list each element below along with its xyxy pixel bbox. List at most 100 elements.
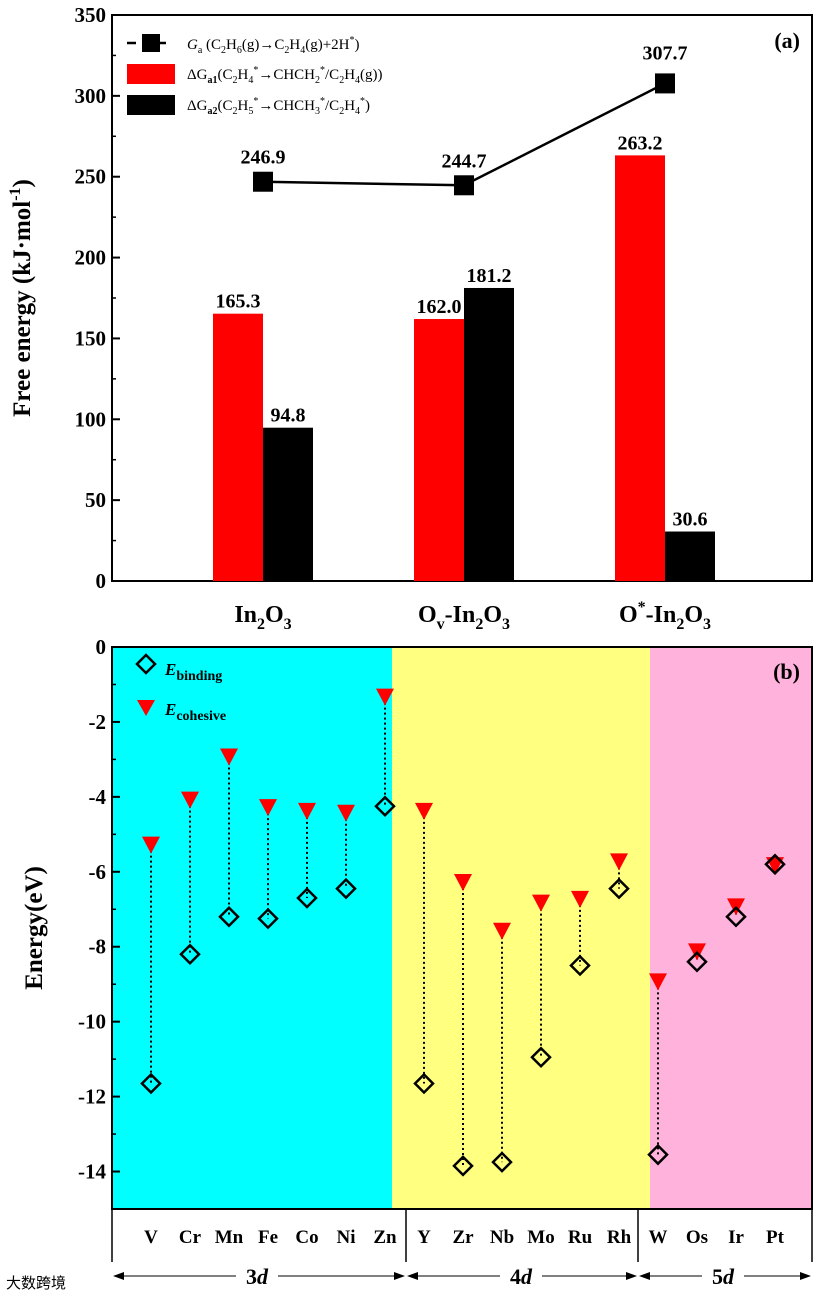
group-label-4d: 4d <box>510 1264 533 1289</box>
panel-b-y-ticks: 0 -2 -4 -6 -8 -10 -12 -14 <box>78 635 120 1210</box>
b-y-tick-label-1: -2 <box>89 710 107 734</box>
panel-b-frame <box>111 646 813 1210</box>
element-label-mn: Mn <box>215 1227 244 1248</box>
cohesive-marker-v <box>142 836 160 854</box>
panel-a-y-ticks: 0 50 100 150 200 250 300 350 <box>75 3 666 593</box>
legend-ga2-swatch <box>127 95 175 115</box>
ga-label-2: 307.7 <box>643 42 688 64</box>
element-label-mo: Mo <box>527 1227 554 1248</box>
binding-marker-mo <box>530 1046 552 1069</box>
element-label-rh: Rh <box>607 1227 632 1248</box>
element-labels: V Cr Mn Fe Co Ni Zn Y Zr Nb Mo Ru Rh W Os Ir Pt <box>144 1227 785 1248</box>
element-label-fe: Fe <box>258 1227 278 1248</box>
bar-ga2-label-0: 94.8 <box>271 405 306 427</box>
cohesive-marker-fe <box>259 799 277 817</box>
group-arrow-3d: 3d <box>113 1264 405 1289</box>
group-label-3d: 3d <box>246 1264 269 1289</box>
y-tick-label-0: 0 <box>96 569 107 593</box>
panel-b-drop-lines <box>150 697 776 1166</box>
ga-point-0 <box>253 171 273 192</box>
bar-ga1-label-0: 165.3 <box>216 291 261 313</box>
cohesive-marker-mn <box>220 748 238 766</box>
binding-marker-co <box>296 887 318 909</box>
b-y-tick-label-3: -6 <box>89 860 107 884</box>
b-y-tick-label-6: -12 <box>78 1085 106 1109</box>
element-label-pt: Pt <box>766 1227 785 1248</box>
ga-label-0: 246.9 <box>241 147 286 169</box>
bar-ga1-label-2: 263.2 <box>618 132 663 154</box>
b-y-tick-label-5: -10 <box>78 1010 106 1034</box>
group-arrow-4d: 4d <box>407 1264 637 1289</box>
arrow-3d-head-left <box>113 1272 124 1280</box>
b-y-tick-label-2: -4 <box>89 785 107 809</box>
group-arrow-5d: 5d <box>639 1264 811 1289</box>
region-3d-background <box>113 647 392 1209</box>
element-label-y: Y <box>417 1227 431 1248</box>
ga-point-2 <box>655 73 675 94</box>
legend-cohesive-text: Ecohesive <box>164 700 226 724</box>
binding-marker-zn <box>374 795 396 818</box>
panel-b: 0 -2 -4 -6 -8 -10 -12 -14 Energy(eV) (b) Ebindi… <box>21 635 813 1289</box>
y-tick-label-150: 150 <box>75 326 107 350</box>
y-tick-label-200: 200 <box>75 246 107 270</box>
bar-ga1-label-1: 162.0 <box>417 296 462 318</box>
binding-marker-mn <box>218 905 240 928</box>
binding-marker-rh <box>608 877 630 900</box>
group-label-5d: 5d <box>712 1264 735 1289</box>
panel-b-label: (b) <box>773 659 800 684</box>
cohesive-marker-w <box>649 973 667 991</box>
legend-ga1-text: ΔGa1(C2H4*→CHCH2*/C2H4(g)) <box>187 65 383 86</box>
category-label-in2o3: In2O3 <box>234 602 291 633</box>
panel-a-y-label: Free energy (kJ·mol-1) <box>7 179 36 417</box>
binding-marker-v <box>140 1072 162 1095</box>
arrow-4d-head-right <box>626 1272 637 1280</box>
cohesive-marker-cr <box>181 791 199 809</box>
watermark: 大数跨境 <box>6 1274 66 1292</box>
ga-point-1 <box>454 175 474 196</box>
cohesive-marker-zr <box>454 874 472 892</box>
legend-ga-text: Ga (C2H6(g)→C2H4(g)+2H*) <box>187 35 360 56</box>
binding-marker-zr <box>452 1155 474 1177</box>
legend-ga2-text: ΔGa2(C2H5*→CHCH3*/C2H4*) <box>187 96 370 117</box>
bar-ga2-label-1: 181.2 <box>467 265 512 287</box>
element-label-ir: Ir <box>728 1227 744 1248</box>
binding-marker-ni <box>335 877 357 900</box>
panel-a-bars <box>213 155 715 582</box>
bar-ga1-1 <box>414 319 464 581</box>
arrow-4d-head-left <box>407 1272 418 1280</box>
binding-marker-fe <box>257 907 279 930</box>
y-tick-label-300: 300 <box>75 84 107 108</box>
legend-diamond-marker <box>135 653 157 675</box>
element-label-cr: Cr <box>179 1227 202 1248</box>
element-label-w: W <box>649 1227 668 1248</box>
bar-ga2-label-2: 30.6 <box>673 509 708 531</box>
binding-marker-cr <box>179 943 201 965</box>
cohesive-marker-nb <box>493 922 511 940</box>
bar-ga2-0 <box>263 427 313 581</box>
region-5d-background <box>650 647 811 1209</box>
arrow-3d-head-right <box>394 1272 405 1280</box>
cohesive-marker-zn <box>376 688 394 706</box>
legend-binding-text: Ebinding <box>164 660 222 684</box>
panel-a-ga-line <box>253 73 675 196</box>
y-tick-label-100: 100 <box>75 407 107 431</box>
cohesive-marker-mo <box>532 894 550 912</box>
panel-a-legend: Ga (C2H6(g)→C2H4(g)+2H*) ΔGa1(C2H4*→CHCH… <box>127 34 383 117</box>
arrow-5d-head-right <box>800 1272 811 1280</box>
y-tick-label-50: 50 <box>85 488 106 512</box>
legend-ga1-swatch <box>127 64 175 84</box>
element-label-ni: Ni <box>337 1227 356 1248</box>
element-label-ru: Ru <box>568 1227 593 1248</box>
panel-b-markers <box>140 688 786 1177</box>
category-label-ov-in2o3: Ov-In2O3 <box>418 602 510 633</box>
bar-ga1-0 <box>213 313 263 581</box>
legend-triangle-marker <box>137 700 155 716</box>
panel-a-x-labels: In2O3 Ov-In2O3 O*-In2O3 <box>234 599 711 633</box>
cohesive-marker-ni <box>337 804 355 822</box>
binding-marker-y <box>413 1072 435 1095</box>
arrow-5d-head-left <box>639 1272 650 1280</box>
element-label-v: V <box>144 1227 158 1248</box>
panel-a: 0 50 100 150 200 250 300 350 Free energy (kJ·mo… <box>7 3 813 633</box>
